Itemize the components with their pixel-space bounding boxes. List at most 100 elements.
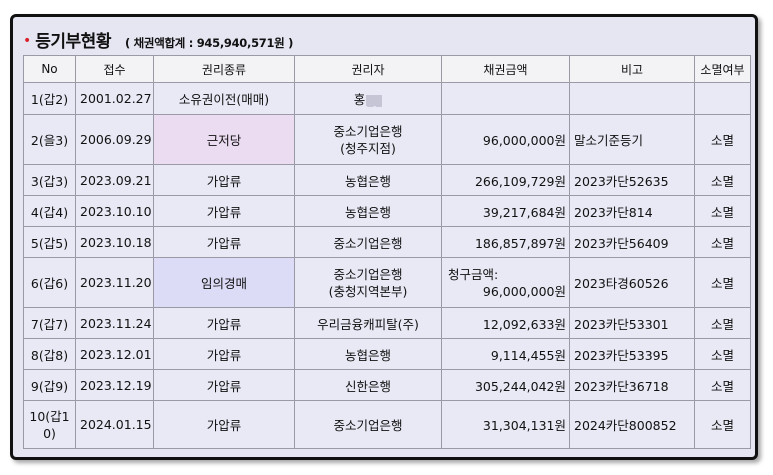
cell-no: 5(갑5) [23,226,76,258]
holder-name: 중소기업은행 [333,123,403,139]
holder-branch: (충청지역본부) [328,283,408,299]
table-row: 7(갑7) 2023.11.24 가압류 우리금융캐피탈(주) 12,092,6… [23,307,751,339]
cell-status: 소멸 [694,164,751,196]
cell-status: 소멸 [694,369,751,401]
cell-note: 2023타경60526 [569,257,695,308]
cell-status: 소멸 [694,195,751,227]
cell-no: 1(갑2) [23,82,76,115]
holder-branch: (청주지점) [340,140,396,156]
holder-name: 홍 [353,92,366,107]
cell-status: 소멸 [694,338,751,370]
page-title: 등기부현황 [35,32,111,52]
cell-amount: 96,000,000원 [441,114,570,165]
cell-date: 2001.02.27 [75,82,154,115]
table-row: 9(갑9) 2023.12.19 가압류 신한은행 305,244,042원 2… [23,369,751,401]
cell-note [569,82,695,115]
table-header-row: No 접수 권리종류 권리자 채권금액 비고 소멸여부 [23,55,751,83]
col-header-no: No [23,55,76,83]
cell-amount: 186,857,897원 [441,226,570,258]
cell-type: 가압류 [153,307,295,339]
table-row: 6(갑6) 2023.11.20 임의경매 중소기업은행 (충청지역본부) 청구금… [23,257,751,308]
col-header-holder: 권리자 [294,55,442,83]
title-bullet: • [23,33,32,49]
table-row: 4(갑4) 2023.10.10 가압류 농협은행 39,217,684원 20… [23,195,751,227]
table-row: 5(갑5) 2023.10.18 가압류 중소기업은행 186,857,897원… [23,226,751,258]
cell-date: 2023.12.19 [75,369,154,401]
cell-type: 가압류 [153,164,295,196]
cell-type: 가압류 [153,226,295,258]
cell-amount: 청구금액: 96,000,000원 [441,257,570,308]
cell-status [694,82,751,115]
cell-holder: 중소기업은행 [294,226,442,258]
cell-note: 말소기준등기 [569,114,695,165]
cell-status: 소멸 [694,257,751,308]
cell-holder: 농협은행 [294,338,442,370]
cell-date: 2023.10.18 [75,226,154,258]
cell-no: 3(갑3) [23,164,76,196]
cell-date: 2023.09.21 [75,164,154,196]
claim-total: ( 채권액합계 : 945,940,571원 ) [124,36,294,50]
cell-status: 소멸 [694,226,751,258]
cell-holder: 우리금융캐피탈(주) [294,307,442,339]
cell-note: 2024카단800852 [569,400,695,449]
cell-no: 9(갑9) [23,369,76,401]
cell-status: 소멸 [694,307,751,339]
cell-no: 10(갑10) [23,400,76,449]
cell-holder: 중소기업은행 (충청지역본부) [294,257,442,308]
table-row: 2(을3) 2006.09.29 근저당 중소기업은행 (청주지점) 96,000… [23,114,751,165]
cell-status: 소멸 [694,114,751,165]
table-row: 10(갑10) 2024.01.15 가압류 중소기업은행 31,304,131… [23,400,751,449]
cell-no: 4(갑4) [23,195,76,227]
cell-amount: 12,092,633원 [441,307,570,339]
cell-type: 임의경매 [153,257,295,308]
cell-note: 2023카단36718 [569,369,695,401]
cell-type: 가압류 [153,195,295,227]
cell-type: 가압류 [153,369,295,401]
cell-holder: 홍▪▪ [294,82,442,115]
redacted-name-block: ▪▪ [366,95,384,110]
table-row: 8(갑8) 2023.12.01 가압류 농협은행 9,114,455원 202… [23,338,751,370]
cell-holder: 신한은행 [294,369,442,401]
col-header-status: 소멸여부 [694,55,751,83]
cell-date: 2023.10.10 [75,195,154,227]
cell-date: 2023.11.24 [75,307,154,339]
cell-date: 2023.11.20 [75,257,154,308]
cell-note: 2023카단52635 [569,164,695,196]
registry-table: No 접수 권리종류 권리자 채권금액 비고 소멸여부 1(갑2) 2001.0… [23,55,751,449]
cell-no: 8(갑8) [23,338,76,370]
holder-name: 중소기업은행 [333,266,403,282]
cell-type: 소유권이전(매매) [153,82,295,115]
cell-note: 2023카단56409 [569,226,695,258]
claim-amount-value: 96,000,000원 [482,283,566,299]
cell-holder: 농협은행 [294,164,442,196]
cell-no: 6(갑6) [23,257,76,308]
cell-amount: 266,109,729원 [441,164,570,196]
cell-amount [441,82,570,115]
cell-status: 소멸 [694,400,751,449]
cell-note: 2023카단814 [569,195,695,227]
table-row: 3(갑3) 2023.09.21 가압류 농협은행 266,109,729원 2… [23,164,751,196]
cell-amount: 9,114,455원 [441,338,570,370]
cell-type: 근저당 [153,114,295,165]
claim-amount-label: 청구금액: [448,266,499,282]
cell-date: 2006.09.29 [75,114,154,165]
registry-status-panel: • 등기부현황 ( 채권액합계 : 945,940,571원 ) No 접수 권… [10,14,758,460]
cell-type: 가압류 [153,400,295,449]
table-row: 1(갑2) 2001.02.27 소유권이전(매매) 홍▪▪ [23,82,751,115]
col-header-date: 접수 [75,55,154,83]
cell-holder: 농협은행 [294,195,442,227]
col-header-note: 비고 [569,55,695,83]
cell-holder: 중소기업은행 [294,400,442,449]
panel-header: • 등기부현황 ( 채권액합계 : 945,940,571원 ) [23,27,293,53]
col-header-right-type: 권리종류 [153,55,295,83]
cell-no: 2(을3) [23,114,76,165]
cell-type: 가압류 [153,338,295,370]
cell-holder: 중소기업은행 (청주지점) [294,114,442,165]
cell-date: 2023.12.01 [75,338,154,370]
cell-note: 2023카단53301 [569,307,695,339]
cell-note: 2023카단53395 [569,338,695,370]
cell-amount: 305,244,042원 [441,369,570,401]
cell-amount: 31,304,131원 [441,400,570,449]
col-header-amount: 채권금액 [441,55,570,83]
cell-no: 7(갑7) [23,307,76,339]
